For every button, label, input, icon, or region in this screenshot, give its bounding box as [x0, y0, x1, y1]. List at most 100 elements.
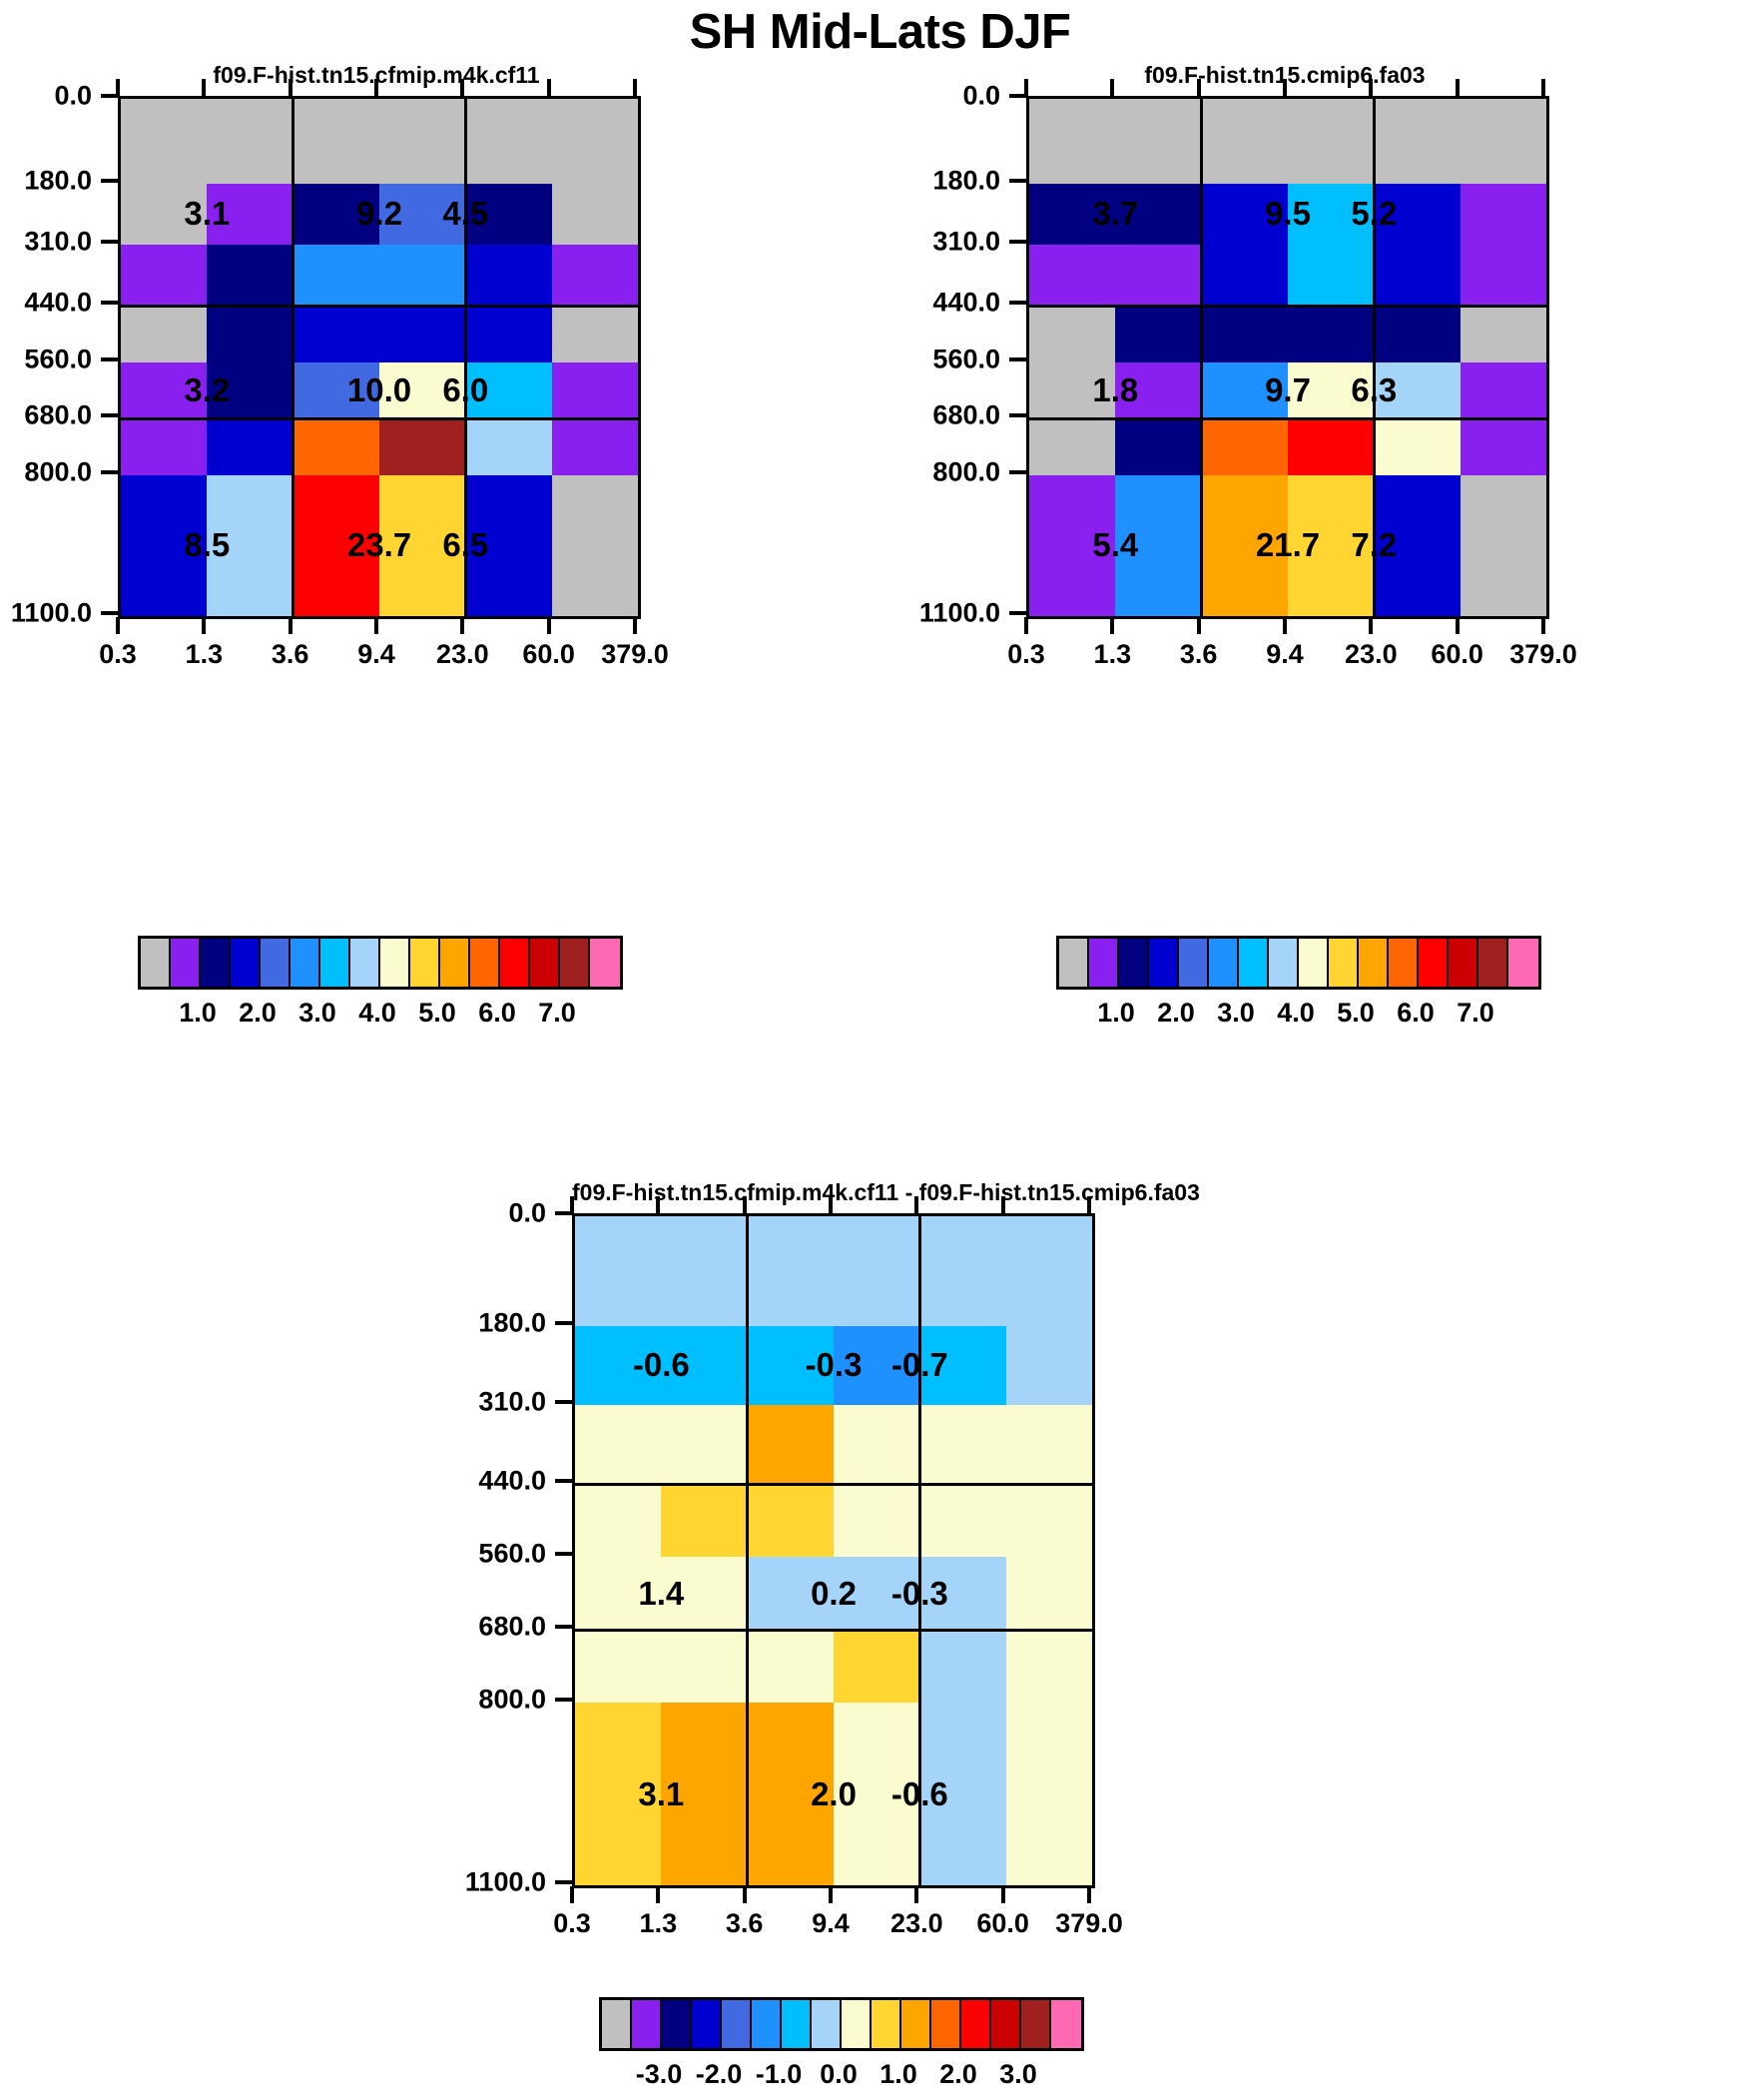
colorbar-swatch: [602, 2000, 632, 2048]
y-axis-tick: [101, 239, 118, 244]
heatmap-cell: [1115, 361, 1202, 419]
colorbar-swatch: [1021, 2000, 1051, 2048]
heatmap-cell: [1374, 418, 1461, 475]
cell-value-label: -0.3: [890, 1574, 948, 1612]
colorbar-swatch: [1149, 939, 1179, 987]
grid-separator-vertical: [746, 1216, 750, 1885]
y-axis-tick: [101, 413, 118, 418]
heatmap-cell: [1029, 99, 1116, 184]
heatmap-cell: [379, 361, 466, 419]
x-axis-label: 23.0: [1345, 639, 1398, 669]
x-axis-label: 0.3: [553, 1908, 591, 1938]
plot-area-1[interactable]: 3.1 9.2 4.5 3.2 10.0 6.0 8.5 23.7 6.5: [118, 96, 641, 619]
heatmap-cell: [1201, 244, 1288, 307]
cell-value-label: 6.0: [442, 370, 489, 408]
x-axis-label: 1.3: [639, 1908, 678, 1938]
heatmap-cell: [465, 361, 552, 419]
heatmap-cell: [1460, 474, 1546, 616]
heatmap-cell: [121, 99, 208, 184]
heatmap-cell: [465, 99, 552, 184]
heatmap-cell: [121, 474, 208, 616]
cell-value-label: 1.4: [638, 1574, 685, 1612]
heatmap-cell: [465, 244, 552, 307]
x-axis-label: 9.4: [357, 639, 395, 669]
y-axis-label: 800.0: [24, 456, 92, 487]
x-axis-tick-bottom: [1196, 617, 1201, 634]
x-axis-tick-top: [288, 79, 293, 96]
colorbar-swatch: [350, 939, 380, 987]
heatmap-cell: [919, 1216, 1006, 1326]
y-axis-label: 440.0: [24, 287, 92, 318]
heatmap-cell: [919, 1557, 1006, 1631]
colorbar-tick-label: 2.0: [1157, 998, 1195, 1028]
heatmap-cell: [661, 1404, 748, 1484]
colorbar-swatch: [1059, 939, 1089, 987]
grid-separator-horizontal: [575, 1628, 1092, 1632]
colorbar-tick-label: -3.0: [635, 2059, 683, 2089]
cell-value-label: -0.3: [805, 1346, 863, 1384]
colorbar-left: 1.0 2.0 3.0 4.0 5.0 6.0 7.0: [138, 936, 623, 1030]
heatmap-cell: [1374, 361, 1461, 419]
plot-area-2[interactable]: 3.7 9.5 5.2 1.8 9.7 6.3 5.4 21.7 7.2: [1026, 96, 1549, 619]
heatmap-cell: [919, 1325, 1006, 1405]
colorbar-tick-label: 2.0: [239, 998, 277, 1028]
y-axis-tick: [101, 356, 118, 361]
grid-separator-horizontal: [121, 304, 638, 308]
chart-panel-2: f09.F-hist.tn15.cmip6.fa03 3.7 9.5 5.2 1.8 9.…: [919, 62, 1577, 669]
colorbar-strip: [1056, 936, 1541, 990]
heatmap-cell: [293, 306, 379, 362]
plot-area-3[interactable]: -0.6 -0.3 -0.7 1.4 0.2 -0.3 3.1 2.0 -0.6: [572, 1213, 1095, 1888]
colorbar-swatch: [560, 939, 590, 987]
x-axis-label: 1.3: [1093, 639, 1132, 669]
colorbar-tick-label: 3.0: [1217, 998, 1255, 1028]
heatmap-cell: [465, 183, 552, 245]
x-axis-tick-top: [374, 79, 378, 96]
x-axis-tick-bottom: [633, 617, 637, 634]
y-axis-label: 310.0: [478, 1386, 546, 1417]
cell-value-label: 6.5: [442, 526, 489, 564]
x-axis-tick-top: [460, 79, 465, 96]
heatmap-cell: [293, 183, 379, 245]
heatmap-cell: [1288, 306, 1375, 362]
x-axis-label: 9.4: [812, 1908, 850, 1938]
x-axis-tick-bottom: [1455, 617, 1460, 634]
y-axis-label: 680.0: [24, 399, 92, 430]
y-axis-label: 440.0: [478, 1465, 546, 1496]
x-axis-label: 60.0: [976, 1908, 1029, 1938]
x-axis-tick-bottom: [374, 617, 378, 634]
heatmap-cell: [747, 1325, 834, 1405]
y-axis-tick: [1009, 469, 1026, 474]
x-axis-tick-bottom: [1283, 617, 1287, 634]
heatmap-cell: [1460, 99, 1546, 184]
heatmap-cell: [121, 361, 208, 419]
x-axis-label: 3.6: [1179, 639, 1218, 669]
x-axis-label: 23.0: [890, 1908, 943, 1938]
heatmap-cell: [661, 1557, 748, 1631]
heatmap-cell: [1115, 244, 1202, 307]
heatmap-cell: [575, 1703, 662, 1885]
heatmap-cell: [379, 474, 466, 616]
x-axis-label: 3.6: [271, 639, 309, 669]
heatmap-cell: [575, 1630, 662, 1704]
heatmap-cell: [1374, 474, 1461, 616]
x-axis-tick-top: [656, 1196, 661, 1213]
y-axis-tick: [1009, 356, 1026, 361]
heatmap-cell: [121, 183, 208, 245]
heatmap-cell: [1005, 1557, 1092, 1631]
x-axis-tick-top: [1087, 1196, 1091, 1213]
colorbar-tick-label: 5.0: [1337, 998, 1375, 1028]
heatmap-cell: [834, 1325, 920, 1405]
grid-separator-vertical: [917, 1216, 921, 1885]
heatmap-cell: [661, 1483, 748, 1558]
y-axis-tick: [555, 1552, 572, 1557]
heatmap-cell: [1029, 306, 1116, 362]
x-axis-tick-top: [1196, 79, 1201, 96]
cell-value-label: 9.2: [356, 195, 402, 233]
grid-separator-vertical: [292, 99, 295, 616]
x-axis-tick-bottom: [116, 617, 120, 634]
x-axis-label: 379.0: [601, 639, 669, 669]
heatmap-cell: [1115, 183, 1202, 245]
heatmap-cell: [1029, 244, 1116, 307]
colorbar-swatch: [1389, 939, 1419, 987]
x-axis-tick-top: [914, 1196, 919, 1213]
